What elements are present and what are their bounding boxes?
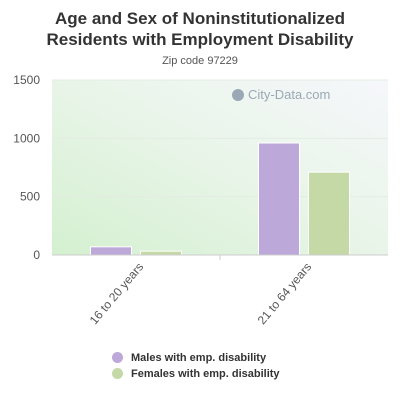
watermark: City-Data.com xyxy=(232,87,330,102)
watermark-text: City-Data.com xyxy=(248,87,331,102)
bar-females-1 xyxy=(308,171,350,256)
legend-swatch-males xyxy=(112,352,123,363)
legend-item-females: Females with emp. disability xyxy=(112,366,280,381)
legend-label-females: Females with emp. disability xyxy=(131,367,280,380)
legend-swatch-females xyxy=(112,368,123,379)
x-tick-label: 21 to 64 years xyxy=(255,260,315,327)
x-tick-label: 16 to 20 years xyxy=(87,260,147,327)
chart-title: Age and Sex of Noninstitutionalized Resi… xyxy=(46,9,354,49)
bar-males-1 xyxy=(258,142,300,256)
magnifier-icon xyxy=(232,88,244,101)
chart-subtitle: Zip code 97229 xyxy=(162,55,238,67)
y-tick-label: 1000 xyxy=(13,131,40,145)
y-tick-label: 1500 xyxy=(13,73,40,87)
y-tick-label: 500 xyxy=(20,190,40,204)
legend-label-males: Males with emp. disability xyxy=(131,351,267,364)
bar-females-0 xyxy=(140,250,182,256)
y-tick-label: 0 xyxy=(33,248,40,262)
chart-legend: Males with emp. disability Females with … xyxy=(112,350,280,382)
legend-item-males: Males with emp. disability xyxy=(112,350,280,365)
bar-males-0 xyxy=(90,246,132,256)
